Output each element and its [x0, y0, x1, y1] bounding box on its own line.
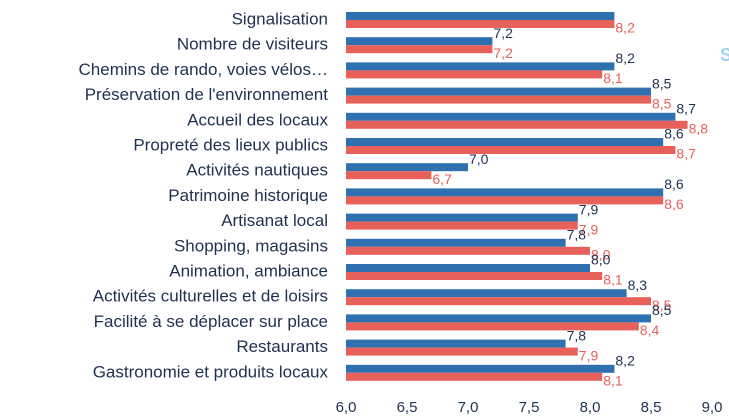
bar — [346, 62, 614, 70]
value-label: 8,2 — [615, 20, 635, 36]
bar — [346, 214, 578, 222]
value-label: 6,7 — [432, 171, 452, 187]
x-tick-label: 6,5 — [397, 399, 418, 416]
category-label: Nombre de visiteurs — [177, 35, 328, 54]
category-label: Gastronomie et produits locaux — [93, 362, 329, 381]
value-label: 8,5 — [652, 95, 672, 111]
bar — [346, 264, 590, 272]
category-label: Animation, ambiance — [169, 261, 328, 280]
bar — [346, 322, 639, 330]
value-label: 7,8 — [567, 327, 587, 343]
value-label: 8,1 — [603, 373, 623, 389]
x-tick-label: 6,0 — [336, 399, 357, 416]
bar — [346, 340, 566, 348]
value-label: 8,5 — [652, 75, 672, 91]
value-label: 8,3 — [628, 277, 648, 293]
bar — [346, 70, 602, 78]
category-label: Activités nautiques — [186, 161, 328, 180]
x-tick-label: 8,0 — [580, 399, 601, 416]
value-label: 7,0 — [469, 151, 489, 167]
bar — [346, 146, 675, 154]
x-tick-label: 7,0 — [458, 399, 479, 416]
category-label: Shopping, magasins — [174, 236, 328, 255]
bar — [346, 45, 492, 53]
bar — [346, 88, 651, 96]
category-label: Accueil des locaux — [187, 110, 328, 129]
value-label: 7,9 — [579, 201, 599, 217]
annotation: S — [720, 45, 729, 65]
bar — [346, 289, 627, 297]
bar — [346, 348, 578, 356]
category-label: Activités culturelles et de loisirs — [93, 287, 328, 306]
bar — [346, 138, 663, 146]
category-label: Artisanat local — [221, 211, 328, 230]
category-label: Préservation de l'environnement — [85, 85, 329, 104]
value-label: 8,7 — [676, 146, 696, 162]
bar — [346, 297, 651, 305]
value-label: 7,2 — [493, 25, 513, 41]
category-label: Patrimoine historique — [168, 186, 328, 205]
category-label: Chemins de rando, voies vélos… — [79, 60, 328, 79]
bar — [346, 365, 614, 373]
bar — [346, 37, 492, 45]
bar — [346, 272, 602, 280]
value-label: 8,2 — [615, 50, 635, 66]
value-label: 8,8 — [689, 121, 709, 137]
value-label: 7,2 — [493, 45, 513, 61]
bar — [346, 121, 688, 129]
bar — [346, 222, 578, 230]
value-label: 8,4 — [640, 322, 660, 338]
category-label: Propreté des lieux publics — [133, 135, 328, 154]
value-label: 8,5 — [652, 302, 672, 318]
x-tick-label: 7,5 — [519, 399, 540, 416]
bar — [346, 171, 431, 179]
category-label: Facilité à se déplacer sur place — [94, 312, 328, 331]
chart: S 6,0 6,5 7,0 7,5 8,0 8,5 9,0 Signalisation 8,2 N… — [0, 0, 729, 419]
value-label: 7,8 — [567, 227, 587, 243]
bar — [346, 20, 614, 28]
value-label: 8,1 — [603, 70, 623, 86]
value-label: 8,6 — [664, 126, 684, 142]
value-label: 8,1 — [603, 272, 623, 288]
bar — [346, 314, 651, 322]
value-label: 8,7 — [676, 101, 696, 117]
value-label: 8,6 — [664, 176, 684, 192]
bar — [346, 196, 663, 204]
x-tick-label: 8,5 — [641, 399, 662, 416]
bar — [346, 239, 566, 247]
bar — [346, 12, 614, 20]
bar — [346, 113, 675, 121]
value-label: 8,0 — [591, 252, 611, 268]
value-label: 8,2 — [615, 353, 635, 369]
value-label: 7,9 — [579, 347, 599, 363]
x-tick-label: 9,0 — [702, 399, 723, 416]
bar — [346, 188, 663, 196]
category-label: Restaurants — [236, 337, 328, 356]
bar — [346, 96, 651, 104]
value-label: 8,6 — [664, 196, 684, 212]
bar — [346, 373, 602, 381]
bar — [346, 247, 590, 255]
category-label: Signalisation — [232, 9, 328, 28]
